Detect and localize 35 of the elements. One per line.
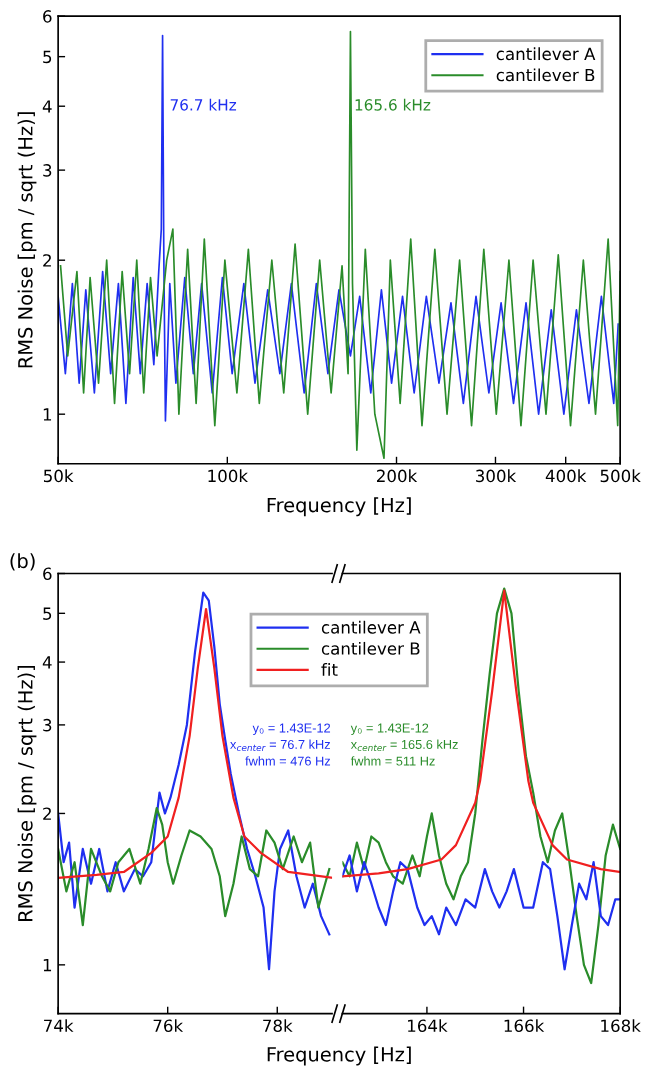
chart-title: (b) — [10, 553, 35, 571]
x-tick-label: 76k — [153, 1019, 184, 1033]
x-tick-label: 78k — [263, 1019, 293, 1033]
y-tick-label: 2 — [43, 807, 51, 820]
x-tick-label: 50k — [44, 469, 74, 483]
x-tick-label: 300k — [476, 469, 517, 483]
x-tick-label: 500k — [600, 469, 641, 483]
y-tick-label: 3 — [43, 718, 52, 732]
y-tick-label: 3 — [43, 164, 52, 177]
line-series — [58, 806, 331, 927]
y-tick-label: 2 — [43, 254, 51, 267]
x-axis-title: Frequency [Hz] — [267, 1046, 411, 1066]
y-tick-label: 6 — [43, 10, 52, 23]
y-tick-label: 6 — [43, 567, 52, 581]
y-axis-title: RMS Noise [pm / sqrt (Hz)] — [17, 112, 37, 368]
x-tick-label: 164k — [408, 1019, 448, 1033]
x-tick-label: 100k — [208, 469, 249, 483]
x-tick-label: 168k — [601, 1019, 641, 1033]
y-tick-label: 5 — [43, 607, 52, 620]
x-tick-label: 166k — [504, 1019, 545, 1033]
legend-label: cantilever A — [496, 47, 596, 61]
y-tick-label: 5 — [43, 50, 52, 64]
legend-label: cantilever A — [321, 620, 421, 634]
legend-label: fit — [321, 663, 338, 676]
x-axis-title: Frequency [Hz] — [267, 497, 411, 517]
y-axis-title: RMS Noise [pm / sqrt (Hz)] — [17, 665, 37, 921]
legend-label: cantilever B — [321, 641, 420, 655]
x-tick-label: 200k — [377, 469, 418, 483]
y-tick-label: 4 — [42, 656, 52, 669]
x-tick-label: 400k — [545, 469, 587, 483]
x-tick-label: 74k — [44, 1019, 74, 1032]
y-tick-label: 4 — [42, 100, 52, 113]
legend-label: cantilever B — [496, 68, 595, 82]
y-tick-label: 1 — [43, 959, 52, 972]
y-tick-label: 1 — [43, 408, 52, 421]
